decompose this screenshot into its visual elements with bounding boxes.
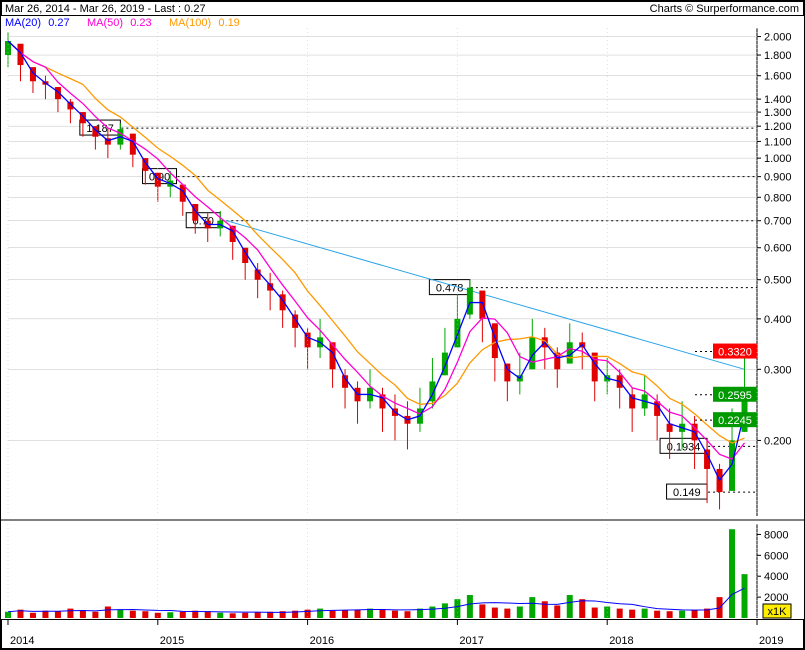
volume-bar (504, 609, 510, 618)
y-tick-label: 0.800 (764, 192, 792, 204)
h-line-label: 0.149 (673, 487, 701, 499)
volume-bar (667, 611, 673, 618)
volume-bar (467, 595, 473, 618)
volume-bar (442, 603, 448, 618)
year-label: 2017 (459, 635, 483, 647)
chart-svg: Mar 26, 2014 - Mar 26, 2019 - Last : 0.2… (0, 0, 805, 650)
volume-bar (80, 610, 86, 618)
candle-body (454, 319, 460, 348)
price-marker-label: 0.2245 (718, 415, 752, 427)
volume-bar (592, 608, 598, 618)
y-tick-label: 1.000 (764, 153, 792, 165)
y-tick-label: 1.200 (764, 121, 792, 133)
volume-bar (529, 597, 535, 618)
volume-bar (517, 607, 523, 618)
y-tick-label: 2.000 (764, 32, 792, 44)
volume-bar (642, 609, 648, 618)
candle-body (629, 394, 635, 408)
volume-bar (67, 609, 73, 618)
vol-tick: 8000 (764, 529, 788, 541)
candle-body (467, 288, 473, 315)
volume-bar (317, 609, 323, 618)
volume-bar (342, 610, 348, 618)
chart-root: Mar 26, 2014 - Mar 26, 2019 - Last : 0.2… (0, 0, 805, 650)
candle-body (479, 291, 485, 319)
y-tick-label: 0.200 (764, 435, 792, 447)
volume-bar (654, 611, 660, 618)
credit: Charts © Surperformance.com (650, 3, 799, 15)
volume-bar (42, 611, 48, 618)
ma-legend-value: 0.19 (218, 17, 239, 29)
price-marker-label: 0.2595 (718, 390, 752, 402)
ma-legend-label: MA(20) (5, 17, 41, 29)
year-label: 2014 (10, 635, 34, 647)
volume-bar (180, 612, 186, 618)
y-tick-label: 0.500 (764, 275, 792, 287)
y-tick-label: 1.100 (764, 136, 792, 148)
volume-bar (230, 613, 236, 618)
volume-bar (92, 612, 98, 618)
year-label: 2018 (609, 635, 633, 647)
h-line-label: 0.1934 (667, 441, 701, 453)
vol-scale-label: x1K (768, 606, 788, 618)
volume-bar (55, 611, 61, 618)
volume-bar (105, 607, 111, 618)
ma-legend-label: MA(100) (169, 17, 211, 29)
volume-bar (629, 610, 635, 618)
y-tick-label: 1.600 (764, 71, 792, 83)
candle-body (504, 364, 510, 382)
volume-bar (380, 609, 386, 618)
volume-bar (142, 611, 148, 618)
volume-bar (255, 612, 261, 618)
volume-bar (729, 529, 735, 618)
volume-bar (579, 599, 585, 618)
volume-bar (242, 613, 248, 618)
vol-tick: 4000 (764, 571, 788, 583)
volume-bar (167, 612, 173, 618)
volume-bar (355, 610, 361, 618)
volume-bar (392, 611, 398, 618)
volume-bar (429, 607, 435, 618)
ma-legend-value: 0.27 (48, 17, 69, 29)
year-label: 2019 (759, 635, 783, 647)
y-tick-label: 0.300 (764, 364, 792, 376)
year-label: 2015 (160, 635, 184, 647)
y-tick-label: 1.400 (764, 94, 792, 106)
volume-bar (617, 609, 623, 618)
volume-bar (130, 611, 136, 618)
candle-body (729, 440, 735, 490)
vol-tick: 2000 (764, 592, 788, 604)
volume-bar (117, 610, 123, 618)
volume-bar (205, 611, 211, 618)
volume-bar (679, 611, 685, 618)
volume-bar (742, 574, 748, 618)
volume-bar (330, 611, 336, 618)
volume-bar (554, 605, 560, 618)
ma-legend-label: MA(50) (87, 17, 123, 29)
year-label: 2016 (310, 635, 334, 647)
y-tick-label: 0.900 (764, 172, 792, 184)
y-tick-label: 1.800 (764, 50, 792, 62)
volume-bar (567, 595, 573, 618)
volume-bar (492, 608, 498, 618)
price-marker-label: 0.3320 (718, 347, 752, 359)
volume-bar (30, 613, 36, 618)
y-tick-label: 0.400 (764, 314, 792, 326)
volume-bar (217, 613, 223, 618)
volume-bar (479, 604, 485, 618)
volume-bar (404, 611, 410, 618)
candle-body (492, 323, 498, 358)
ma-legend-value: 0.23 (130, 17, 151, 29)
volume-bar (692, 610, 698, 618)
date-range: Mar 26, 2014 - Mar 26, 2019 - Last : 0.2… (5, 3, 206, 15)
vol-tick: 6000 (764, 550, 788, 562)
y-tick-label: 1.300 (764, 107, 792, 119)
y-tick-label: 0.700 (764, 216, 792, 228)
y-tick-label: 0.600 (764, 243, 792, 255)
volume-bar (155, 613, 161, 618)
